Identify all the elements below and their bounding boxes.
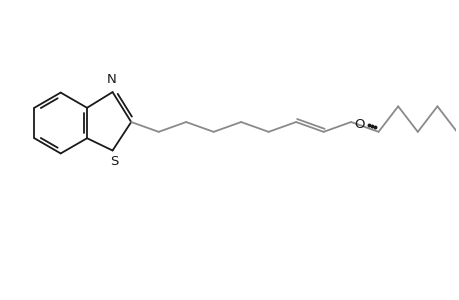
Text: S: S xyxy=(110,155,118,168)
Text: N: N xyxy=(106,73,116,86)
Text: O: O xyxy=(354,118,364,131)
